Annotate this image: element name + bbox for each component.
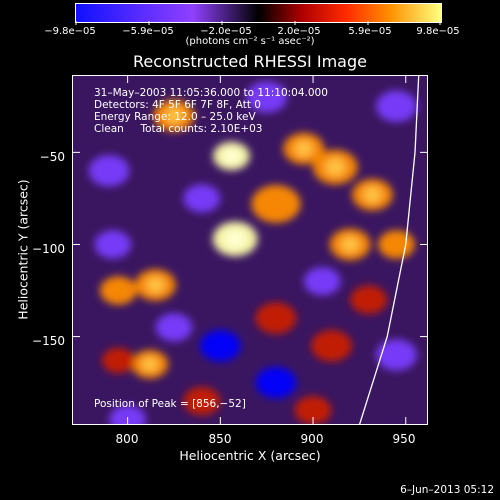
heatmap-blob — [294, 396, 332, 425]
colorbar-ticks — [75, 21, 441, 25]
heatmap-blob — [102, 347, 135, 374]
heatmap-blob-core — [325, 157, 346, 177]
heatmap-blob — [376, 90, 417, 123]
info-detectors: Detectors: 4F 5F 6F 7F 8F, Att 0 — [94, 99, 261, 111]
peak-position-label: Position of Peak = [856,−52] — [94, 398, 246, 410]
heatmap-blob — [199, 330, 241, 362]
colorbar-tick-label: −9.8e−05 — [44, 26, 96, 37]
colorbar-gradient — [76, 4, 441, 22]
x-axis-label: Heliocentric X (arcsec) — [179, 448, 321, 463]
footer-date: 6–Jun–2013 05:12 — [400, 484, 494, 496]
heatmap-blob — [251, 185, 301, 223]
y-tick-label: −50 — [39, 150, 65, 164]
x-tick-label: 900 — [300, 432, 324, 446]
heatmap-blob — [378, 230, 415, 259]
y-tick-label: −150 — [32, 334, 65, 348]
heatmap-blob — [303, 267, 341, 296]
heatmap-blob — [255, 366, 297, 399]
heatmap-blob-core — [146, 276, 165, 294]
heatmap-blob — [155, 313, 193, 342]
heatmap-blob-core — [294, 140, 314, 158]
colorbar-units: (photons cm⁻² s⁻¹ asec⁻²) — [185, 36, 315, 47]
heatmap-blob-core — [141, 356, 159, 372]
info-clean: Clean Total counts: 2.10E+03 — [94, 123, 263, 135]
heatmap-blob — [183, 386, 221, 416]
heatmap-blob-core — [363, 186, 382, 204]
image-info: 31–May–2003 11:05:36.000 to 11:10:04.000… — [94, 87, 328, 135]
y-tick-label: −100 — [32, 242, 65, 256]
heatmap-blob — [246, 81, 288, 113]
colorbar-labels: −9.8e−05 −5.9e−05 −2.0e−05 2.0e−05 5.9e−… — [0, 26, 500, 38]
heatmap-blob — [109, 405, 146, 425]
heatmap-blob-core — [340, 236, 360, 253]
info-energy-range: Energy Range: 12.0 – 25.0 keV — [94, 111, 256, 123]
colorbar-tick-label: 2.0e−05 — [277, 26, 321, 37]
heatmap-plot — [72, 75, 428, 425]
solar-limb-curve — [358, 75, 420, 425]
heatmap-blob — [350, 285, 388, 314]
colorbar-tick-label: 9.8e−05 — [416, 26, 460, 37]
plot-frame — [72, 75, 428, 425]
heatmap-blob — [99, 276, 137, 305]
heatmap-blob-core — [223, 148, 240, 164]
colorbar — [75, 3, 442, 23]
x-tick-label: 800 — [115, 432, 139, 446]
x-tick-label: 950 — [392, 432, 416, 446]
colorbar-tick-label: −2.0e−05 — [200, 26, 252, 37]
heatmap-blob — [311, 330, 352, 362]
heatmap-blob-core — [224, 229, 246, 249]
colorbar-tick-label: 5.9e−05 — [348, 26, 392, 37]
heatmap-blob — [255, 302, 297, 334]
info-time-range: 31–May–2003 11:05:36.000 to 11:10:04.000 — [94, 87, 328, 99]
heatmap-blob-core — [164, 107, 184, 124]
heatmap-blob — [376, 339, 417, 371]
heatmap-blob — [94, 230, 132, 259]
y-axis-label: Heliocentric Y (arcsec) — [15, 179, 31, 320]
x-tick-label: 850 — [208, 432, 232, 446]
heatmap-blob — [183, 184, 221, 213]
chart-title: Reconstructed RHESSI Image — [133, 52, 367, 71]
colorbar-tick-label: −5.9e−05 — [122, 26, 174, 37]
heatmap-blob — [88, 155, 130, 187]
